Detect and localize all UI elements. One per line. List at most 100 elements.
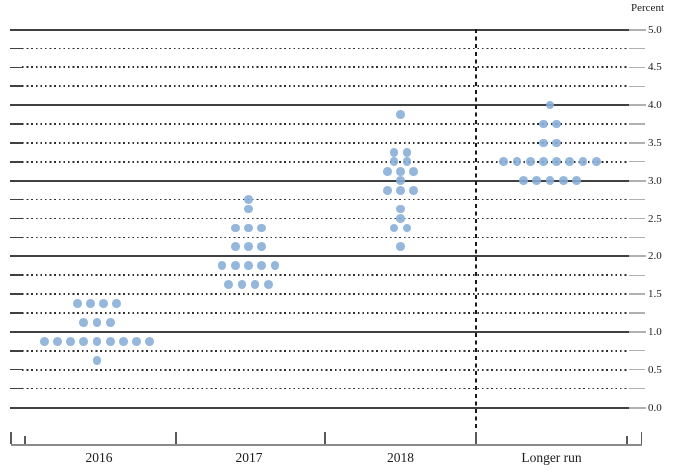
- gridline-right-stub: [629, 255, 646, 258]
- projection-dot: [119, 336, 128, 346]
- x-axis-tick: [475, 432, 477, 444]
- gridline-right-stub: [629, 47, 645, 50]
- projection-dot: [230, 261, 240, 271]
- projection-dot: [250, 280, 260, 290]
- y-axis-tick-label: 0.5: [648, 363, 662, 376]
- projection-dot: [92, 318, 102, 327]
- y-axis-tick-label: 4.5: [648, 61, 662, 74]
- projection-dot: [519, 176, 528, 186]
- gridline-right-stub: [629, 85, 645, 87]
- gridline-right-stub: [629, 217, 645, 220]
- gridline-dotted: [22, 198, 629, 201]
- projection-dot: [237, 280, 247, 290]
- gridline-dotted: [22, 274, 629, 277]
- projection-dot: [257, 223, 267, 233]
- projection-dot: [409, 185, 419, 195]
- projection-dot: [92, 355, 102, 365]
- gridline-dotted: [22, 236, 629, 239]
- gridline-dotted: [22, 142, 629, 144]
- gridline-left-stub: [10, 47, 22, 50]
- projection-dot: [244, 261, 253, 271]
- projection-dot: [396, 214, 405, 223]
- gridline-left-stub: [10, 198, 22, 201]
- gridline-left-stub: [10, 293, 22, 295]
- gridline-right-stub: [629, 179, 646, 182]
- projection-dot: [72, 299, 82, 308]
- y-axis-tick-label: 3.0: [648, 174, 662, 187]
- gridline-left-stub: [10, 368, 22, 371]
- gridline-right-stub: [629, 28, 646, 31]
- projection-dot: [396, 110, 405, 119]
- gridline-solid: [10, 104, 629, 107]
- projection-dot: [512, 157, 522, 167]
- gridline-right-stub: [629, 123, 645, 125]
- projection-dot: [396, 176, 405, 186]
- projection-dot: [396, 185, 405, 195]
- projection-dot: [145, 336, 155, 346]
- longer-run-separator-dashed-line: [475, 29, 477, 444]
- gridline-left-stub: [10, 274, 22, 276]
- gridline-dotted: [22, 47, 629, 50]
- gridline-left-stub: [10, 217, 22, 220]
- gridline-solid: [10, 28, 629, 31]
- projection-dot: [112, 299, 122, 308]
- gridline-right-stub: [629, 369, 645, 371]
- projection-dot: [79, 336, 89, 346]
- x-axis-tick: [324, 432, 326, 444]
- gridline-dotted: [22, 160, 629, 163]
- gridline-left-stub: [10, 123, 22, 125]
- gridline-right-stub: [629, 66, 645, 68]
- projection-dot: [578, 157, 588, 167]
- gridline-left-stub: [10, 350, 22, 352]
- projection-dot: [552, 119, 561, 129]
- gridline-left-stub: [10, 312, 22, 314]
- projection-dot: [591, 157, 601, 167]
- projection-dot: [224, 280, 234, 290]
- projection-dot: [105, 318, 115, 327]
- projection-dot: [217, 261, 227, 271]
- gridline-right-stub: [629, 330, 646, 333]
- x-axis-category-label: 2017: [235, 450, 263, 465]
- projection-dot: [263, 280, 273, 290]
- gridline-left-stub: [10, 85, 22, 87]
- projection-dot: [539, 157, 548, 167]
- projection-dot: [389, 223, 399, 233]
- projection-dot: [230, 223, 240, 233]
- projection-dot: [532, 176, 542, 186]
- gridline-right-stub: [629, 350, 645, 352]
- y-axis-tick-label: 3.5: [648, 136, 662, 149]
- projection-dot: [499, 157, 509, 167]
- gridline-dotted: [22, 66, 629, 69]
- gridline-solid: [10, 179, 629, 182]
- gridline-right-stub: [629, 161, 645, 163]
- gridline-solid: [10, 330, 629, 333]
- projection-dot: [66, 336, 75, 346]
- gridline-dotted: [22, 123, 629, 125]
- x-axis-line: [11, 444, 642, 446]
- projection-dot: [257, 261, 267, 271]
- x-axis-category-label: 2018: [387, 450, 414, 465]
- gridline-left-stub: [10, 66, 22, 69]
- projection-dot: [389, 157, 399, 167]
- y-axis-tick-label: 0.0: [648, 401, 662, 414]
- gridline-dotted: [22, 217, 629, 220]
- projection-dot: [53, 336, 62, 346]
- projection-dot: [39, 336, 49, 346]
- projection-dot: [244, 242, 253, 252]
- projection-dot: [105, 336, 115, 346]
- gridline-right-stub: [629, 142, 645, 144]
- projection-dot: [409, 166, 419, 176]
- projection-dot: [389, 147, 399, 157]
- y-axis-tick-label: 1.0: [648, 325, 662, 338]
- y-axis-tick-label: 1.5: [648, 288, 662, 301]
- projection-dot: [244, 195, 253, 204]
- x-axis-tick: [24, 436, 26, 444]
- projection-dot: [244, 204, 253, 214]
- x-axis-category-label: Longer run: [521, 450, 582, 465]
- projection-dot: [402, 223, 412, 233]
- projection-dot: [257, 242, 267, 252]
- projection-dot: [525, 157, 535, 167]
- gridline-dotted: [22, 368, 629, 371]
- gridline-solid: [10, 255, 629, 258]
